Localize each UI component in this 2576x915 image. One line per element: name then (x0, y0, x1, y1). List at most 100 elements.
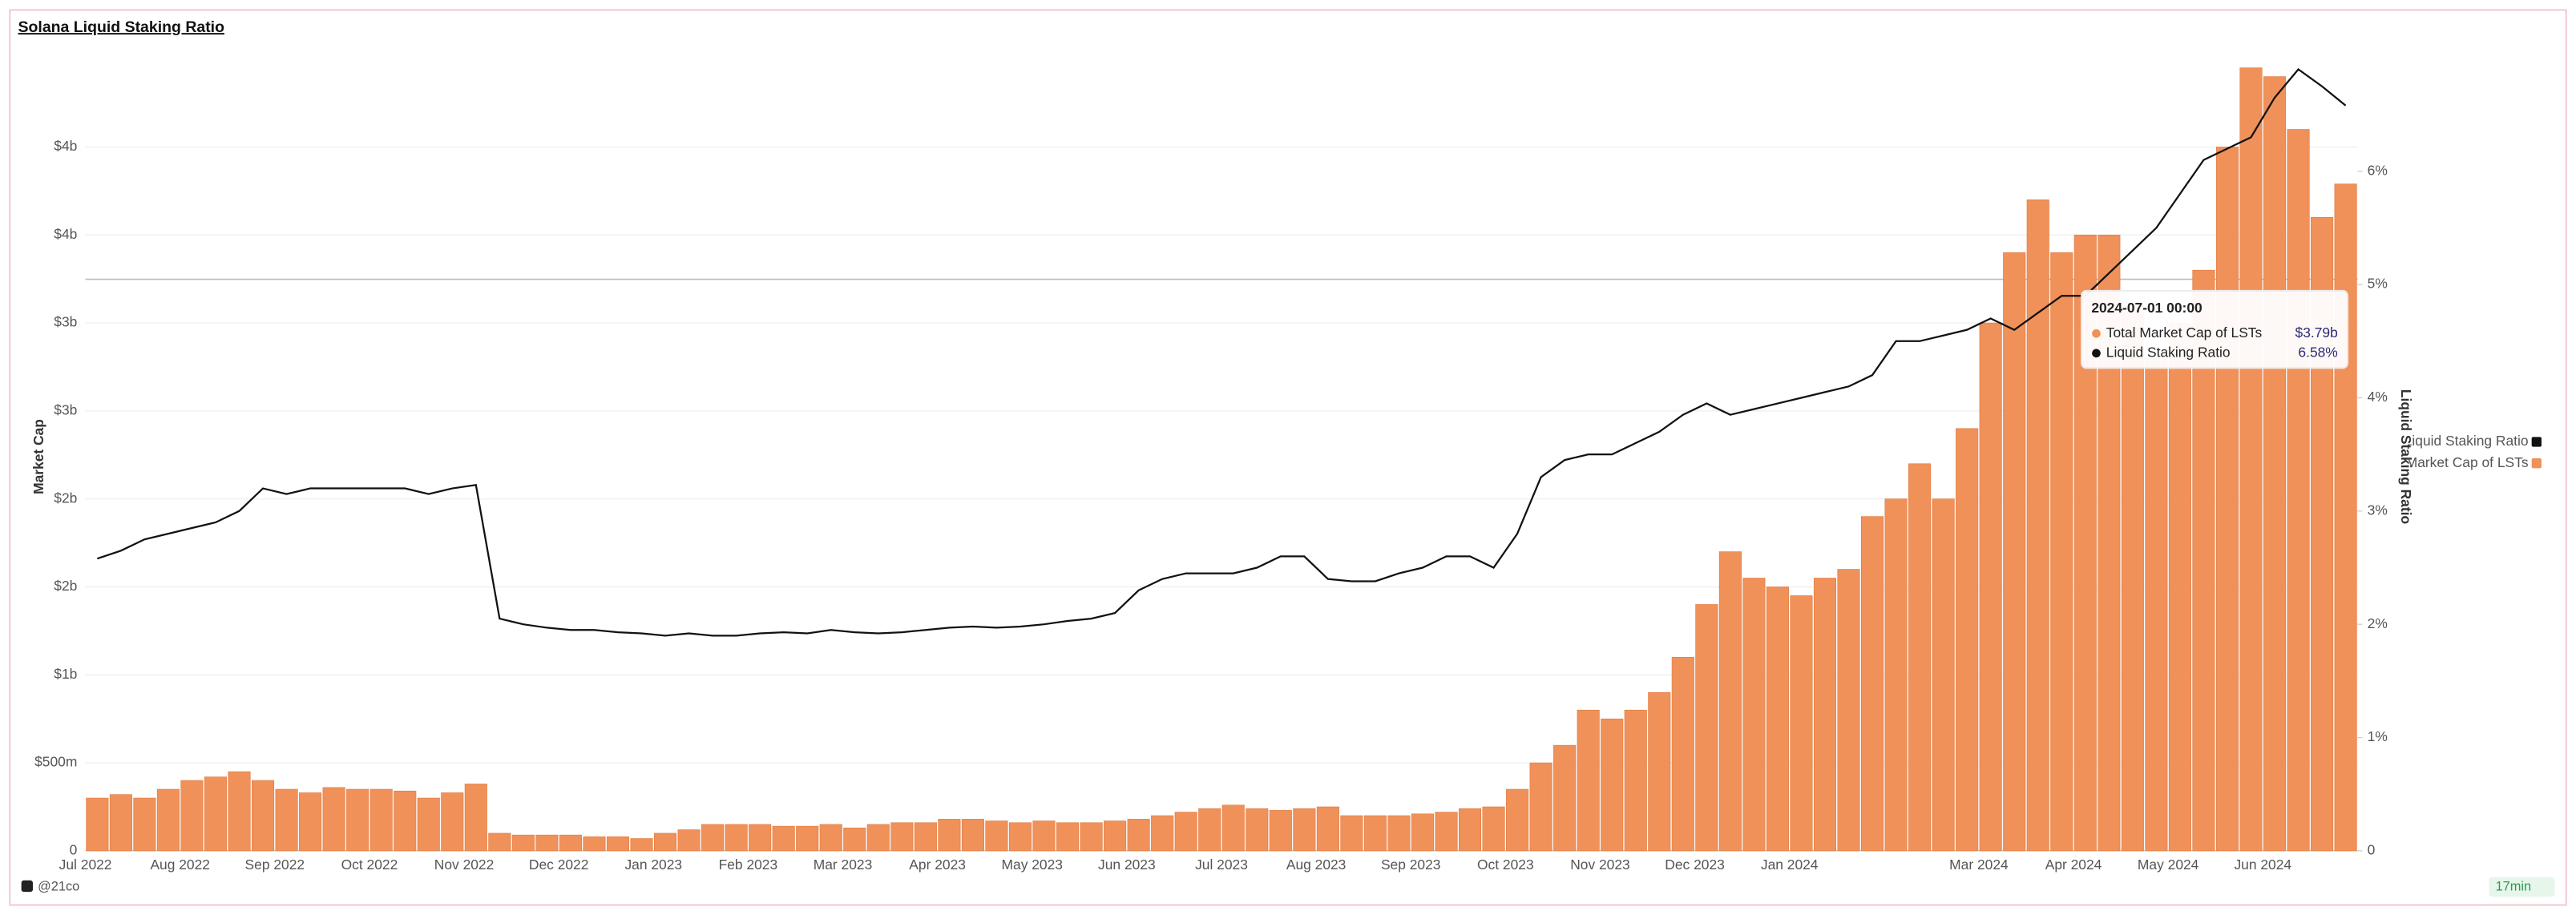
bar (1766, 586, 1789, 852)
tooltip-dot (2092, 329, 2101, 338)
y2-tick-label: 4% (2368, 389, 2388, 405)
bar (511, 834, 535, 852)
bar (180, 780, 204, 852)
tooltip-title: 2024-07-01 00:00 (2091, 300, 2202, 316)
y-tick-label: $500m (34, 754, 77, 770)
bar (677, 829, 701, 852)
bar (2168, 322, 2191, 852)
bar (1316, 806, 1339, 852)
bar (204, 776, 228, 852)
bar (1813, 578, 1837, 852)
y-tick-label: $2b (54, 490, 77, 506)
x-tick-label: Jul 2023 (1195, 857, 1248, 873)
bar (890, 822, 914, 852)
bar (1246, 808, 1269, 852)
y-tick-label: $4b (54, 138, 77, 154)
y-tick-label: $1b (54, 666, 77, 682)
bar (1671, 657, 1694, 852)
legend-label[interactable]: Total Market Cap of LSTs (2372, 454, 2529, 470)
bar (843, 828, 866, 852)
bar (1648, 691, 1671, 852)
bar (559, 834, 582, 852)
bar (2215, 147, 2239, 852)
bar (535, 834, 559, 852)
bar (1979, 322, 2002, 852)
bar (630, 838, 653, 852)
bar (1718, 551, 1742, 852)
chart-title[interactable]: Solana Liquid Staking Ratio (18, 18, 225, 36)
bar (2026, 200, 2049, 852)
bar (2003, 252, 2026, 852)
author[interactable]: @21co (38, 879, 79, 893)
bar (2239, 67, 2263, 852)
x-tick-label: Jan 2023 (624, 857, 682, 873)
bar (417, 797, 440, 852)
bar (2287, 129, 2310, 852)
y-tick-label: $4b (54, 226, 77, 242)
legend-swatch (2531, 458, 2542, 469)
y2-tick-label: 6% (2368, 162, 2388, 178)
legend-label[interactable]: Liquid Staking Ratio (2404, 433, 2529, 449)
bar (2121, 304, 2144, 852)
bar (1127, 819, 1150, 852)
x-tick-label: May 2023 (1002, 857, 1063, 873)
bar (583, 836, 606, 852)
y2-tick-label: 1% (2368, 728, 2388, 744)
bar (796, 825, 819, 852)
bar (1529, 762, 1552, 852)
bar (299, 792, 322, 852)
x-tick-label: Aug 2022 (150, 857, 210, 873)
bar (2334, 183, 2357, 852)
bar (985, 820, 1008, 852)
x-tick-label: Oct 2023 (1477, 857, 1534, 873)
y-tick-label: $3b (54, 314, 77, 330)
y-axis-label: Market Cap (30, 419, 46, 494)
x-tick-label: Nov 2022 (434, 857, 495, 873)
bar (819, 824, 842, 852)
bar (1104, 820, 1127, 852)
tooltip-box (2081, 289, 2349, 369)
bar (1269, 810, 1292, 852)
bar (488, 832, 511, 852)
x-tick-label: Dec 2022 (529, 857, 589, 873)
x-tick-label: Oct 2022 (341, 857, 398, 873)
bar (1601, 718, 1624, 852)
bar (772, 825, 795, 852)
bar (252, 780, 275, 852)
bar (1956, 428, 1979, 852)
bar (1008, 822, 1032, 852)
bar (369, 788, 393, 852)
bar (2145, 357, 2168, 852)
bar (346, 788, 369, 852)
bar (1174, 812, 1197, 852)
x-tick-label: Jun 2024 (2234, 857, 2291, 873)
bar (914, 822, 937, 852)
age-badge (2489, 877, 2555, 897)
bar (1056, 822, 1080, 852)
footer: @21co 17min (21, 877, 2555, 897)
bar (1860, 516, 1884, 852)
x-tick-label: Mar 2023 (814, 857, 873, 873)
bar (1435, 812, 1458, 852)
x-tick-label: Jul 2022 (59, 857, 112, 873)
bar (1032, 820, 1056, 852)
y-tick-label: $3b (54, 401, 77, 417)
bar (1695, 604, 1718, 852)
bar (961, 819, 984, 852)
author-icon (21, 880, 33, 893)
y-tick-label: $2b (54, 578, 77, 594)
bar (1387, 815, 1411, 852)
bar (109, 794, 132, 852)
bar (749, 824, 772, 852)
bar (1482, 806, 1505, 852)
tooltip-name: Liquid Staking Ratio (2106, 344, 2231, 360)
bar (464, 784, 487, 852)
x-tick-label: Apr 2023 (909, 857, 966, 873)
x-tick-label: Mar 2024 (1949, 857, 2009, 873)
x-tick-label: Dec 2023 (1665, 857, 1725, 873)
bar (938, 819, 961, 852)
bar (441, 792, 464, 852)
bar (1790, 595, 1813, 852)
legend-swatch (2531, 437, 2542, 447)
bar (654, 832, 677, 852)
